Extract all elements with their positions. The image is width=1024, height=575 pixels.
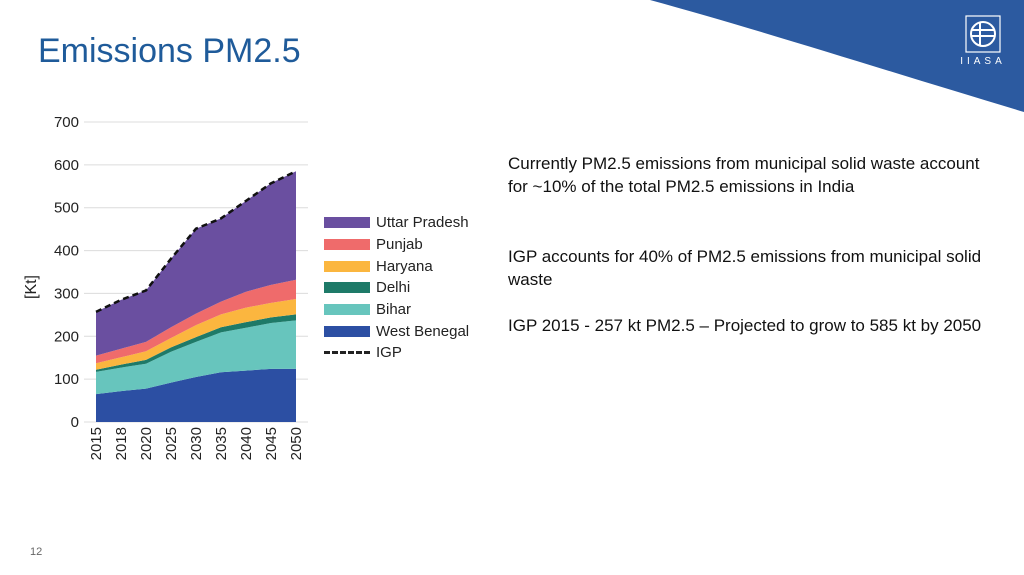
iiasa-logo-icon <box>965 15 1001 53</box>
page-number: 12 <box>30 546 43 558</box>
bullet-text-1: Currently PM2.5 emissions from municipal… <box>508 154 980 196</box>
area-punjab <box>96 279 296 364</box>
legend-item-haryana: Haryana <box>324 255 469 277</box>
legend-label: IGP <box>376 344 402 362</box>
x-tick-label: 2050 <box>288 427 305 460</box>
y-axis-label: [Kt] <box>23 275 40 299</box>
area-uttar-pradesh <box>96 171 296 356</box>
legend-item-delhi: Delhi <box>324 277 469 299</box>
y-tick-label: 500 <box>54 200 79 217</box>
legend-item-punjab: Punjab <box>324 234 469 256</box>
x-axis-ticks: 2015 2018 2020 2025 2030 2035 2040 2045 2050 <box>88 427 305 460</box>
y-tick-label: 0 <box>71 414 79 431</box>
x-tick-label: 2040 <box>238 427 255 460</box>
legend-swatch <box>324 260 370 272</box>
legend-swatch <box>324 325 370 337</box>
x-tick-label: 2035 <box>213 427 230 460</box>
y-tick-label: 700 <box>54 114 79 131</box>
x-tick-label: 2030 <box>188 427 205 460</box>
y-tick-label: 300 <box>54 285 79 302</box>
legend-item-bihar: Bihar <box>324 299 469 321</box>
area-west-benegal <box>96 368 296 422</box>
legend-label: Punjab <box>376 236 423 254</box>
area-bihar <box>96 320 296 395</box>
x-tick-label: 2025 <box>163 427 180 460</box>
legend-swatch <box>324 304 370 316</box>
x-tick-label: 2020 <box>138 427 155 460</box>
corner-decoration <box>650 0 1024 112</box>
legend-item-uttar-pradesh: Uttar Pradesh <box>324 212 469 234</box>
area-series <box>96 171 296 422</box>
legend-label: West Benegal <box>376 322 470 340</box>
legend-swatch-dashed <box>324 351 370 355</box>
bullet-text-3: IGP 2015 - 257 kt PM2.5 – Projected to g… <box>508 316 982 335</box>
igp-line-layer <box>95 170 297 313</box>
legend-item-west-benegal: West Benegal <box>324 320 469 342</box>
legend-label: Haryana <box>376 257 433 275</box>
legend-swatch <box>324 217 370 229</box>
page-title: Emissions PM2.5 <box>38 32 301 70</box>
igp-line <box>95 170 297 313</box>
legend-swatch <box>324 282 370 294</box>
legend-swatch <box>324 239 370 251</box>
x-tick-label: 2045 <box>263 427 280 460</box>
legend-label: Delhi <box>376 279 411 297</box>
y-tick-label: 400 <box>54 243 79 260</box>
chart-legend: Uttar Pradesh Punjab Haryana Delhi Bihar… <box>324 212 469 364</box>
legend-item-igp: IGP <box>324 342 469 364</box>
y-tick-label: 100 <box>54 371 79 388</box>
bullet-text-2: IGP accounts for 40% of PM2.5 emissions … <box>508 247 982 289</box>
area-delhi <box>96 314 296 372</box>
x-tick-label: 2018 <box>113 427 130 460</box>
y-tick-label: 600 <box>54 157 79 174</box>
y-tick-label: 200 <box>54 328 79 345</box>
legend-label: Bihar <box>376 301 412 319</box>
legend-label: Uttar Pradesh <box>376 214 469 232</box>
logo-text: IIASA <box>960 56 1006 67</box>
x-tick-label: 2015 <box>88 427 105 460</box>
y-axis-ticks: 0 100 200 300 400 500 600 700 <box>54 114 79 431</box>
area-haryana <box>96 299 296 370</box>
